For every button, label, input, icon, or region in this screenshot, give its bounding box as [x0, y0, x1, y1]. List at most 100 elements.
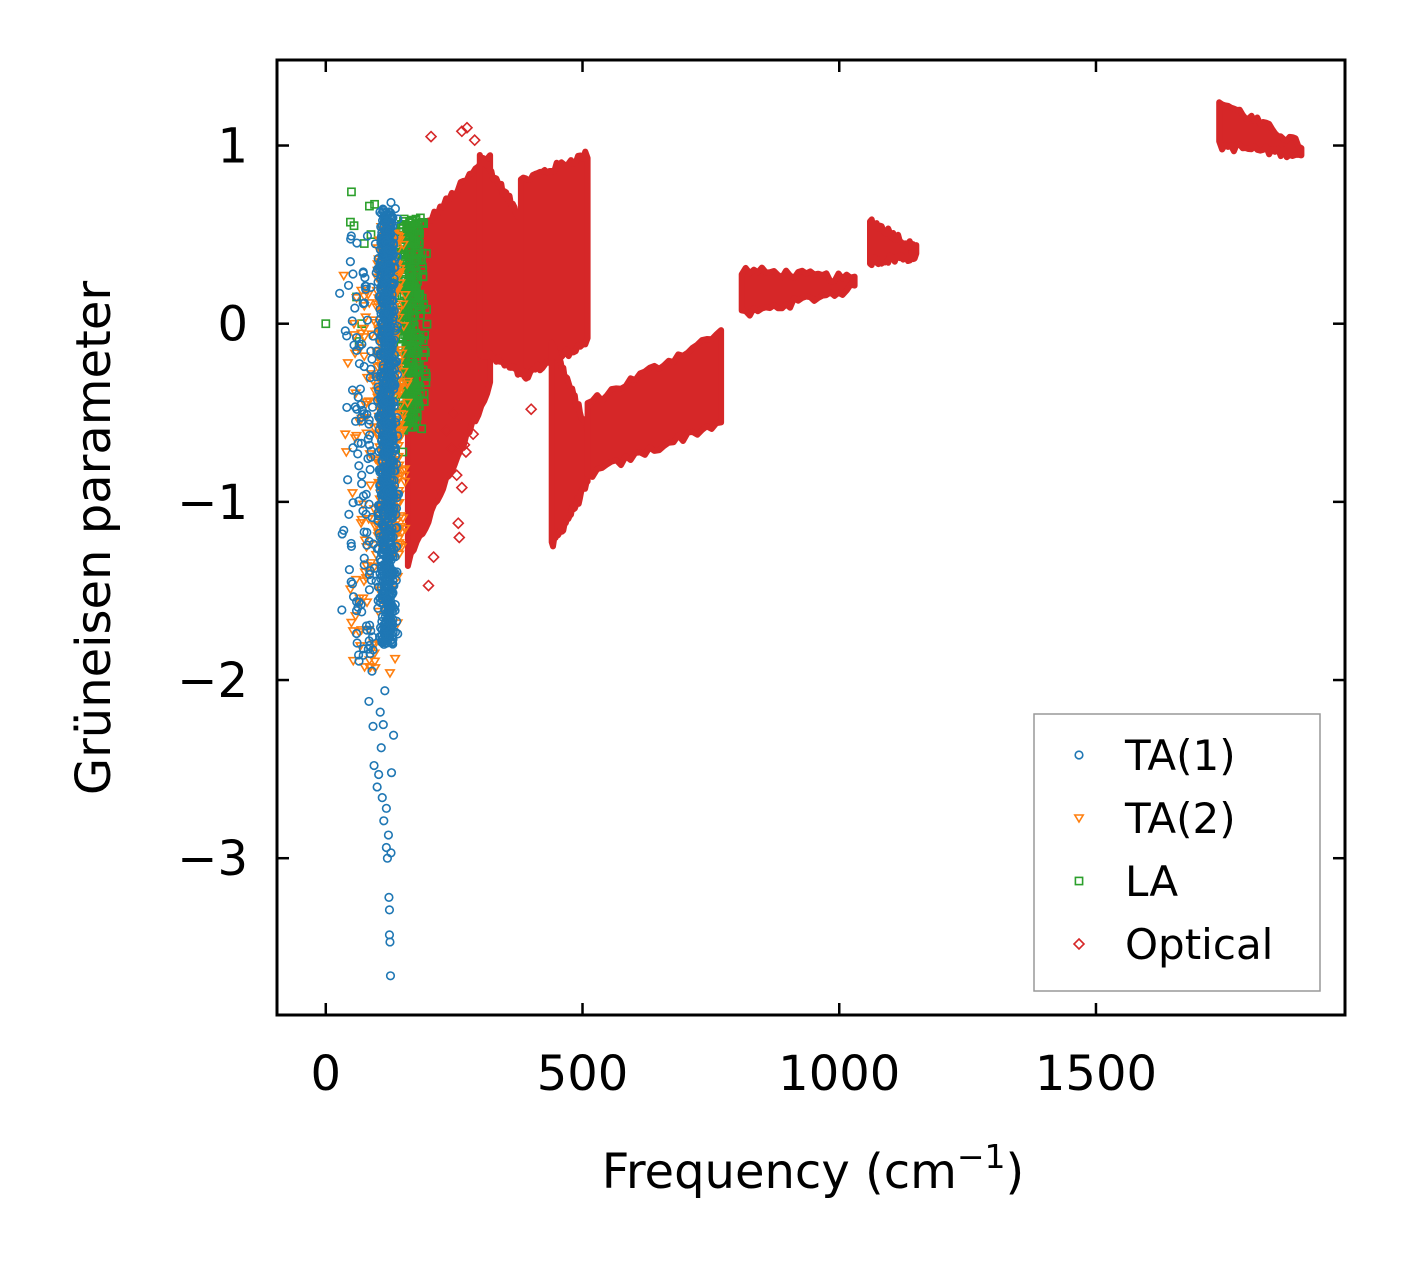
- data-point: [358, 352, 370, 362]
- data-point: [356, 515, 368, 526]
- data-point: [377, 793, 387, 803]
- data-point: [360, 273, 370, 283]
- data-point: [448, 406, 461, 419]
- series-ta1: [335, 197, 404, 981]
- data-point: [386, 768, 397, 778]
- ticks-layer: 0 500 1000 1500 1 0 −1 −2 −3: [177, 60, 1345, 1102]
- data-point: [358, 324, 370, 335]
- data-point: [374, 528, 384, 538]
- data-point: [354, 461, 364, 471]
- data-point: [378, 205, 388, 215]
- data-point: [386, 336, 396, 346]
- data-point: [349, 340, 359, 350]
- data-point: [349, 612, 362, 622]
- data-point: [353, 449, 363, 459]
- data-point: [412, 411, 422, 421]
- data-point: [346, 538, 356, 549]
- data-point: [361, 489, 371, 499]
- optical-dense-band: [517, 148, 591, 381]
- data-point: [361, 429, 373, 439]
- data-point: [379, 816, 389, 826]
- data-point: [375, 481, 385, 491]
- data-point: [380, 216, 390, 226]
- data-point: [365, 566, 375, 576]
- legend-label-ta2: TA(2): [1124, 794, 1236, 843]
- data-point: [365, 201, 374, 211]
- x-axis-label-superscript: −1: [957, 1137, 1006, 1176]
- legend-marker-ta1: [1074, 750, 1084, 760]
- data-point: [373, 595, 383, 606]
- data-point: [373, 500, 384, 510]
- data-point: [391, 503, 402, 513]
- y-tick-label: −3: [177, 831, 248, 887]
- data-point: [424, 130, 438, 143]
- data-point: [364, 569, 375, 580]
- series-la: [321, 187, 432, 457]
- data-point: [354, 650, 364, 660]
- data-point: [351, 292, 361, 302]
- data-point: [357, 470, 367, 480]
- data-point: [371, 303, 383, 313]
- data-point: [362, 625, 372, 635]
- data-point: [368, 331, 378, 341]
- series-optical: [404, 99, 1305, 592]
- data-point: [406, 342, 416, 352]
- data-point: [422, 249, 431, 258]
- data-point: [407, 306, 417, 316]
- data-point: [344, 564, 354, 575]
- data-point: [321, 319, 331, 329]
- data-point: [388, 634, 398, 644]
- data-point: [397, 410, 409, 420]
- data-point: [366, 346, 376, 356]
- data-point: [373, 582, 383, 592]
- data-point: [380, 562, 390, 572]
- data-point: [335, 288, 345, 299]
- data-point: [347, 579, 358, 589]
- series-layer: [321, 99, 1305, 981]
- data-point: [370, 239, 380, 249]
- data-point: [364, 419, 374, 429]
- data-point: [409, 236, 419, 245]
- data-point: [374, 769, 384, 780]
- data-point: [354, 656, 364, 666]
- data-point: [525, 403, 538, 416]
- legend-items: TA(1) TA(2) LA Optical: [1072, 731, 1273, 969]
- data-point: [354, 496, 364, 506]
- data-point: [358, 663, 371, 673]
- data-point: [367, 632, 378, 642]
- data-point: [355, 519, 367, 529]
- data-point: [356, 412, 366, 422]
- data-point: [364, 440, 375, 450]
- x-tick-label: 1000: [778, 1046, 900, 1102]
- data-point: [380, 377, 390, 387]
- data-point: [362, 540, 372, 550]
- data-point: [366, 575, 377, 585]
- data-point: [367, 402, 378, 412]
- data-point: [387, 638, 398, 648]
- data-point: [383, 325, 393, 335]
- data-point: [397, 240, 409, 251]
- data-point: [366, 282, 376, 292]
- data-point: [364, 696, 374, 707]
- data-point: [356, 438, 366, 448]
- data-point: [445, 442, 458, 455]
- data-point: [413, 365, 423, 374]
- x-tick-label: 1500: [1035, 1046, 1157, 1102]
- data-point: [408, 422, 418, 432]
- data-point: [384, 892, 394, 903]
- data-point: [390, 204, 400, 214]
- legend-label-ta1: TA(1): [1124, 731, 1236, 780]
- data-point: [408, 359, 418, 368]
- data-point: [395, 543, 408, 553]
- data-point: [379, 398, 389, 408]
- y-tick-label: 1: [217, 119, 248, 175]
- data-point: [378, 719, 388, 730]
- data-point: [467, 428, 480, 441]
- data-point: [352, 345, 362, 355]
- data-point: [375, 485, 386, 496]
- data-point: [382, 271, 393, 282]
- data-point: [381, 289, 391, 299]
- data-point: [382, 580, 392, 590]
- data-point: [422, 579, 435, 592]
- data-point: [388, 213, 398, 223]
